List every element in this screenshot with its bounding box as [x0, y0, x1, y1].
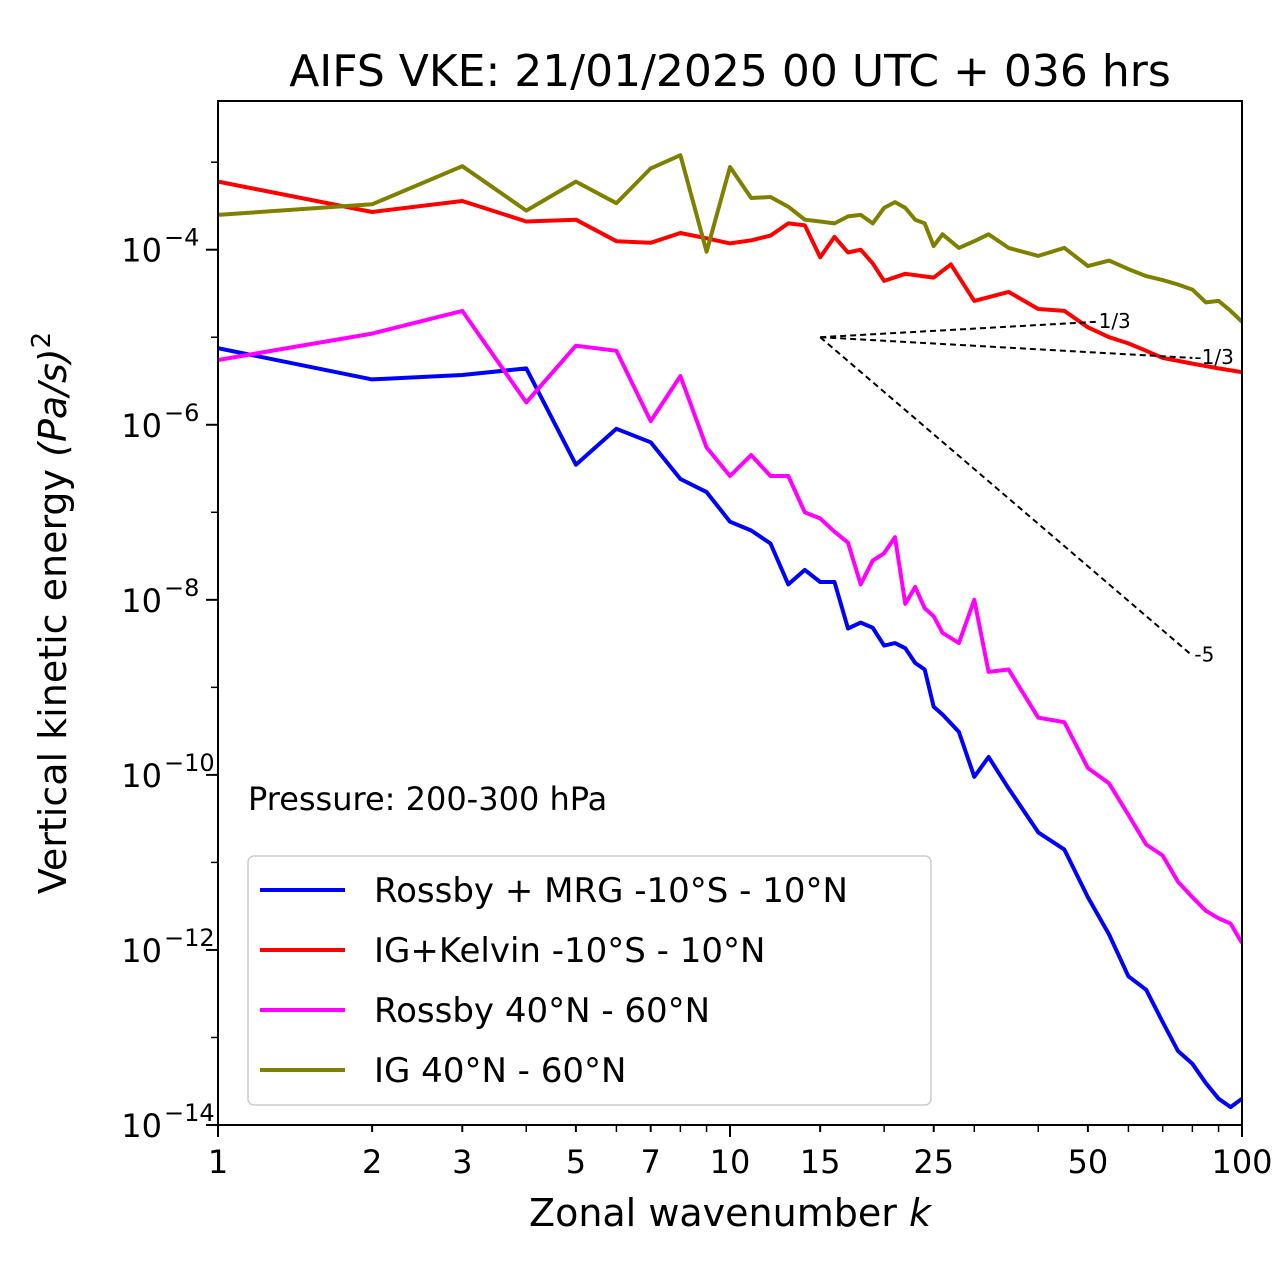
series-layer — [218, 153, 1242, 1110]
y-tick-exponent-6: −14 — [164, 1099, 215, 1127]
y-axis-label-unit: (Pa/s) — [31, 348, 75, 456]
pressure-annotation: Pressure: 200-300 hPa — [248, 780, 607, 818]
reference-line-3 — [819, 336, 1194, 657]
legend-label-3: Rossby 40°N - 60°N — [374, 991, 710, 1031]
y-tick-label-2: 10 — [121, 407, 162, 445]
y-tick-exponent-2: −6 — [164, 399, 199, 427]
reference-line-2 — [820, 320, 1097, 339]
reference-lines: -1/3 1/3 -5 — [819, 309, 1234, 667]
reference-line-1 — [820, 336, 1193, 359]
x-tick-label-5: 7 — [641, 1143, 661, 1181]
axis-ticks: 1 2 3 5 7 10 15 25 50 10010−410−610−810−1010−1210… — [121, 161, 1273, 1181]
y-tick-exponent-5: −12 — [164, 924, 215, 952]
series-line-1 — [218, 346, 1242, 1110]
x-tick-label-4: 5 — [566, 1143, 586, 1181]
y-tick-label-3: 10 — [121, 582, 162, 620]
y-tick-label-4: 10 — [121, 757, 162, 795]
legend-items: Rossby + MRG -10°S - 10°N IG+Kelvin -10°S… — [260, 871, 848, 1091]
reference-line-label-3: -5 — [1194, 643, 1214, 667]
legend: Rossby + MRG -10°S - 10°N IG+Kelvin -10°S… — [247, 855, 932, 1106]
legend-label-2: IG+Kelvin -10°S - 10°N — [374, 931, 765, 971]
y-tick-label-5: 10 — [121, 932, 162, 970]
reference-line-label-1: -1/3 — [1194, 345, 1233, 369]
y-tick-exponent-3: −8 — [164, 574, 199, 602]
y-tick-label-6: 10 — [121, 1107, 162, 1145]
x-tick-label-1: 1 — [208, 1143, 228, 1181]
x-tick-label-7: 15 — [800, 1143, 841, 1181]
x-tick-label-10: 100 — [1211, 1143, 1272, 1181]
reference-line-label-2: 1/3 — [1099, 309, 1131, 333]
chart-title: AIFS VKE: 21/01/2025 00 UTC + 036 hrs — [289, 46, 1171, 97]
legend-box — [247, 855, 932, 1106]
legend-label-1: Rossby + MRG -10°S - 10°N — [374, 871, 848, 911]
x-tick-label-2: 2 — [362, 1143, 382, 1181]
y-axis-label: Vertical kinetic energy (Pa/s)2 — [27, 332, 75, 894]
series-line-2 — [218, 179, 1242, 375]
x-tick-label-6: 10 — [710, 1143, 751, 1181]
y-axis-label-text: Vertical kinetic energy — [31, 469, 75, 894]
y-tick-exponent-1: −4 — [164, 224, 199, 252]
x-tick-label-9: 50 — [1068, 1143, 1109, 1181]
y-axis-label-exponent: 2 — [27, 332, 57, 349]
x-tick-label-8: 25 — [913, 1143, 954, 1181]
x-axis-label: Zonal wavenumber k — [529, 1191, 933, 1235]
x-axis-label-variable: k — [909, 1191, 933, 1235]
series-line-3 — [218, 308, 1242, 945]
x-axis-label-text: Zonal wavenumber — [529, 1191, 897, 1235]
y-tick-exponent-4: −10 — [164, 749, 215, 777]
series-line-4 — [218, 153, 1242, 324]
x-tick-label-3: 3 — [452, 1143, 472, 1181]
legend-label-4: IG 40°N - 60°N — [374, 1051, 626, 1091]
y-tick-label-1: 10 — [121, 232, 162, 270]
